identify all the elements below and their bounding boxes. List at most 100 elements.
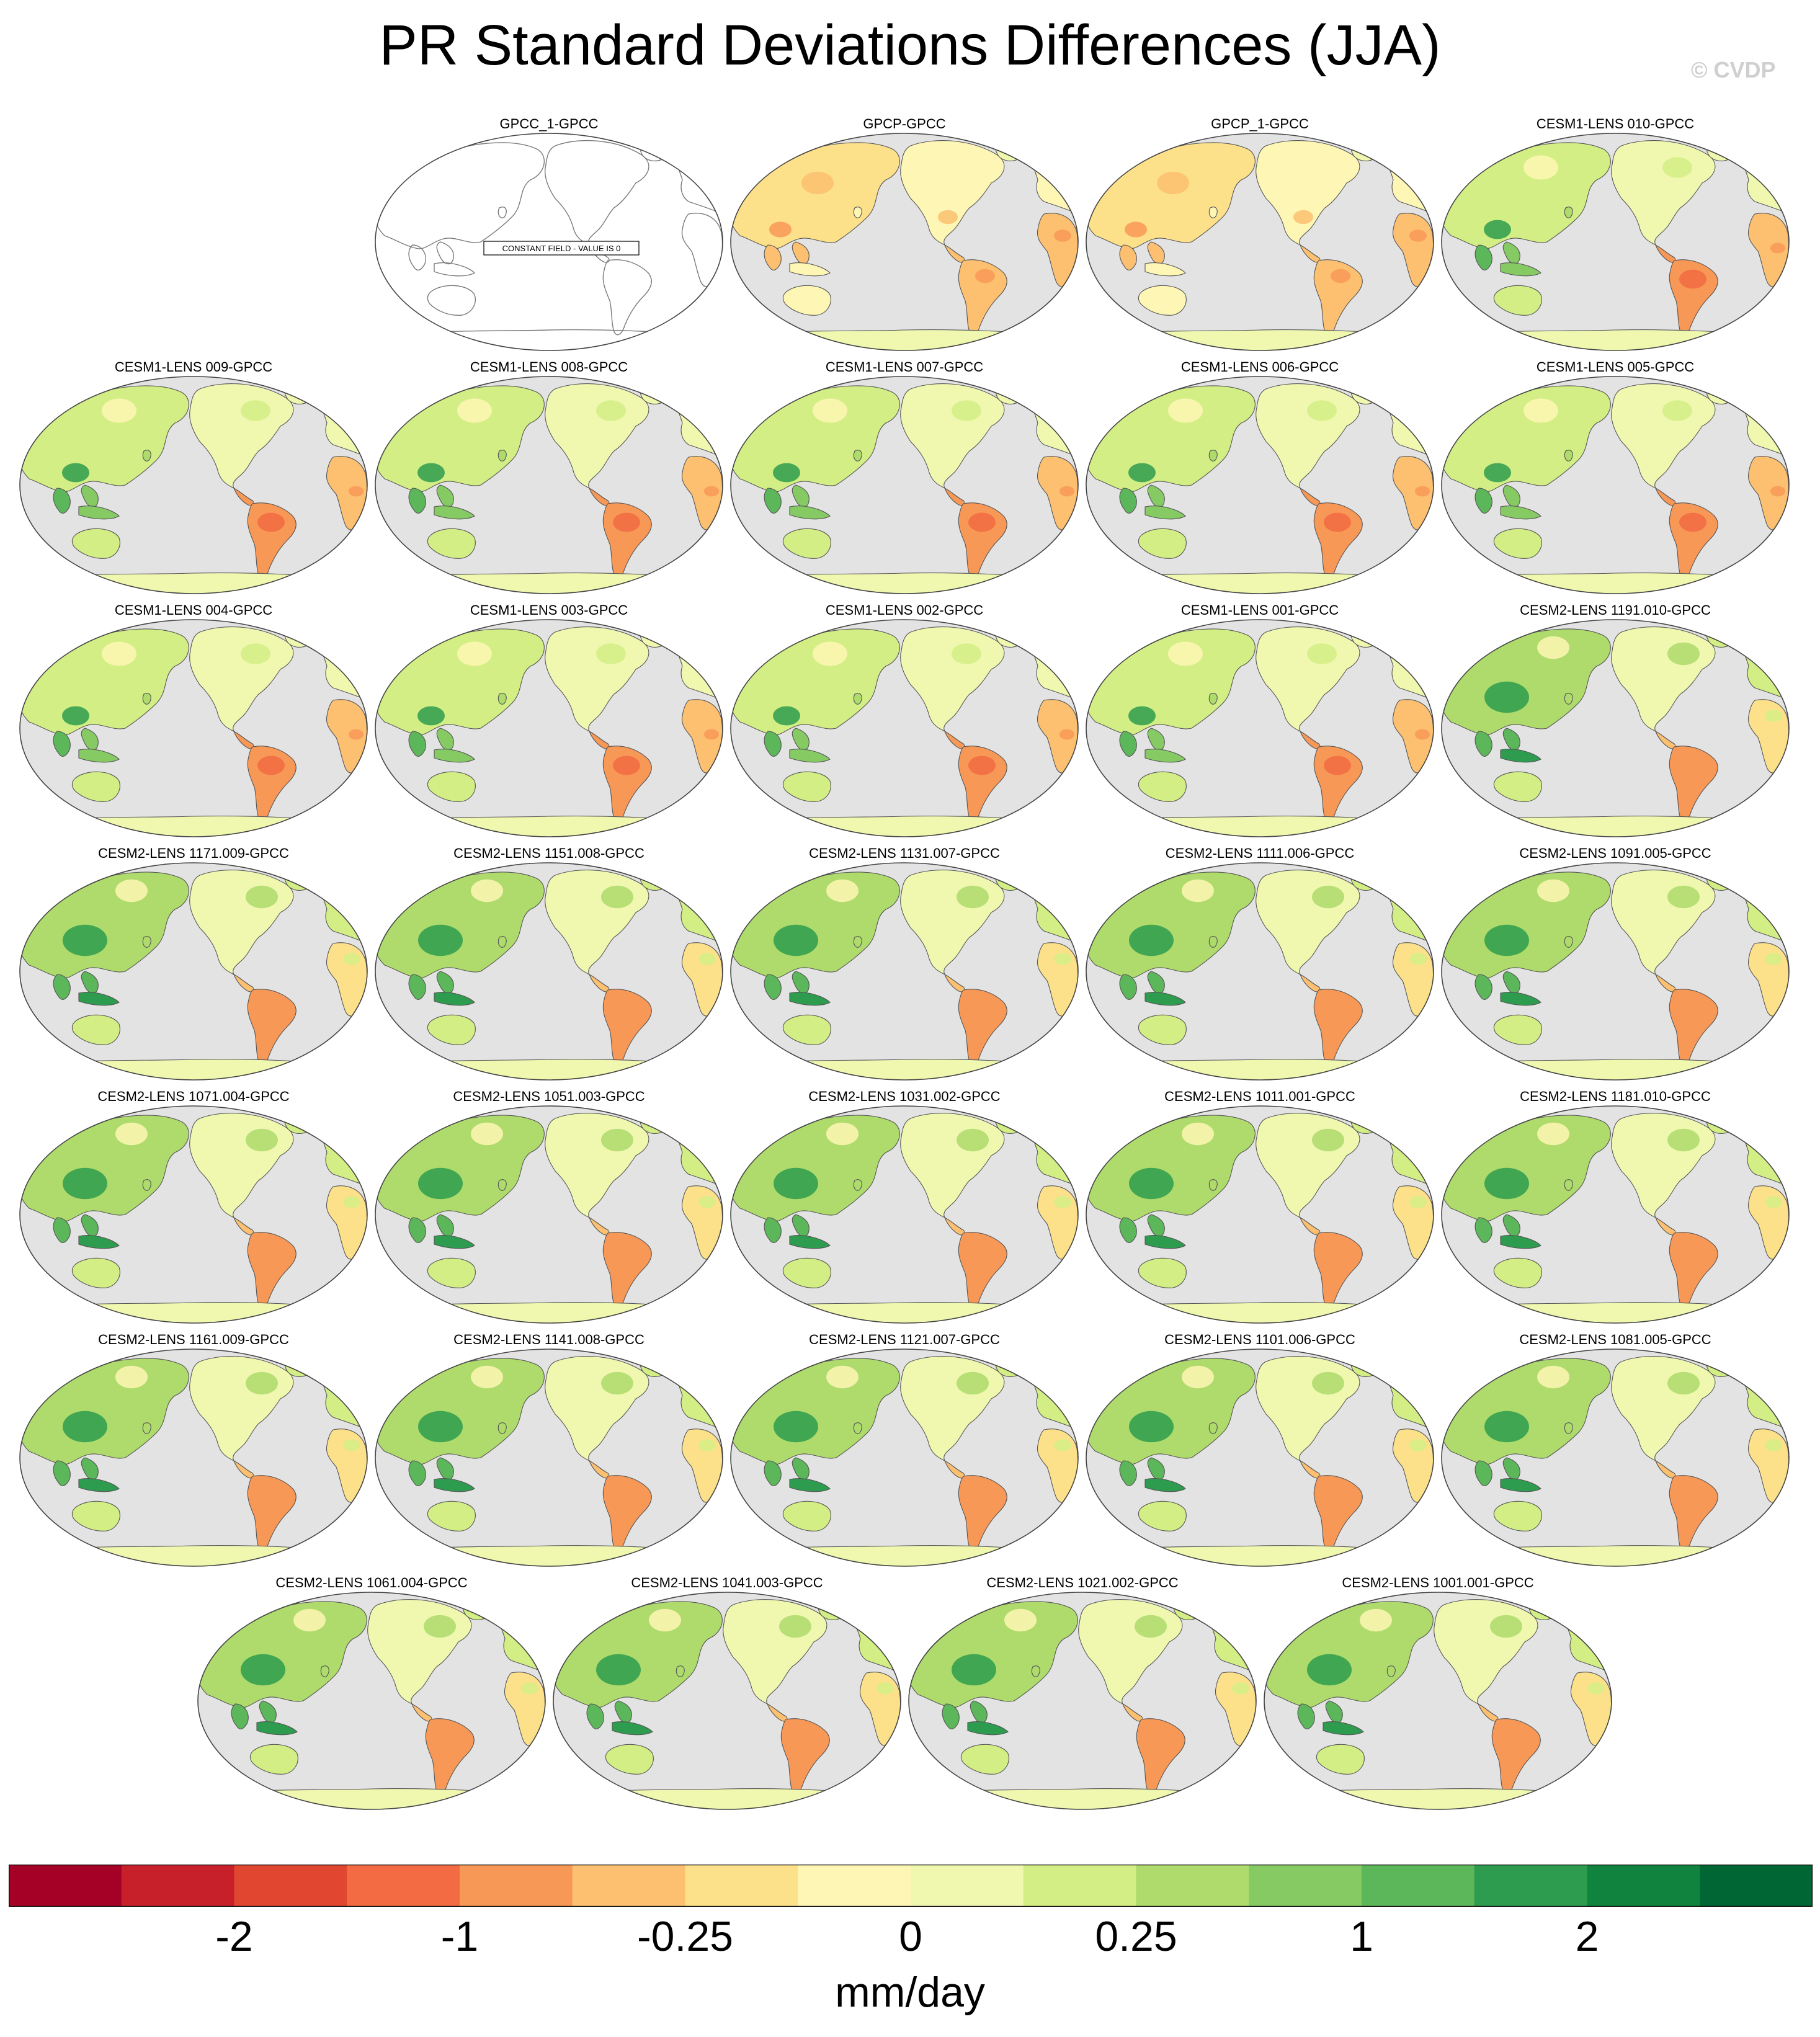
continent-austr [782,1257,831,1288]
map-panel: CESM1-LENS 001-GPCC [1086,602,1434,837]
continent-indo [78,749,120,763]
anomaly-patch [246,1128,278,1152]
panel-title: GPCP_1-GPCC [1211,116,1309,131]
globe-border [1086,619,1434,837]
continent-indo [434,749,475,763]
panel-title: CESM2-LENS 1151.008-GPCC [453,845,645,861]
continent-indo [1500,506,1541,520]
anomaly-patch [774,924,818,956]
anomaly-patch [601,1128,633,1152]
anomaly-patch [1667,885,1700,909]
colorbar-swatch [1700,1865,1813,1907]
continent-outline [602,259,652,336]
globe [731,863,1078,1080]
continent-indo [1144,749,1186,763]
anomaly-patch [649,1608,681,1632]
map-panel: CESM2-LENS 1111.006-GPCC [1086,845,1434,1081]
globe-border [375,1348,723,1567]
anomaly-patch [1182,879,1214,903]
continent-japan [853,450,862,461]
anomaly-patch [596,1654,641,1686]
continent-indo [1144,992,1186,1006]
continent-japan [497,1422,507,1434]
anomaly-patch [1681,1491,1708,1511]
continent-austr [427,1500,476,1531]
globe-border [1441,862,1790,1081]
anomaly-patch [613,512,640,532]
continent-africa [326,456,367,530]
anomaly-patch [704,729,719,740]
anomaly-patch [1054,953,1071,965]
map-panel: CESM1-LENS 008-GPCC [375,359,723,594]
map-panel: CESM2-LENS 1141.008-GPCC [375,1332,723,1567]
anomaly-patch [826,879,859,903]
panel-title: CESM2-LENS 1121.007-GPCC [809,1332,1000,1347]
continent-green [1705,1353,1737,1378]
continent-africa [681,456,723,530]
anomaly-patch [596,400,626,421]
anomaly-patch [596,643,626,664]
map-panel: CESM2-LENS 1091.005-GPCC [1441,845,1790,1081]
continent-africa [1037,456,1078,530]
colorbar-tick-label: 1 [1350,1913,1373,1960]
anomaly-patch [826,1365,859,1389]
globe [1442,1106,1789,1323]
anomaly-patch [1129,1411,1174,1443]
anomaly-patch [1537,879,1569,903]
anomaly-patch [1054,1196,1071,1208]
anomaly-patch [1004,1608,1037,1632]
anomaly-patch [417,463,445,483]
continent-india [764,731,782,757]
globe [20,377,367,594]
globe [1442,1349,1789,1566]
anomaly-patch [349,486,364,497]
continent-africa [1747,456,1789,530]
globe-border [730,862,1079,1081]
continent-india [1119,974,1137,1000]
anomaly-patch [418,924,463,956]
anomaly-patch [1681,1248,1708,1268]
panel-title: CESM2-LENS 1191.010-GPCC [1520,602,1711,618]
panel-title: CESM1-LENS 006-GPCC [1181,359,1339,375]
continent-green [283,867,316,891]
globe-border [375,1105,723,1324]
panel-title: CESM2-LENS 1021.002-GPCC [986,1575,1178,1590]
anomaly-patch [1128,463,1156,483]
anomaly-patch [952,643,981,664]
continent-green [639,1110,671,1134]
globe [1442,377,1789,594]
colorbar-swatch [347,1865,460,1907]
globe [1086,863,1434,1080]
continent-namer [1256,140,1360,246]
anomaly-patch [241,643,270,664]
panel-title: CESM2-LENS 1181.010-GPCC [1520,1089,1711,1104]
continent-india [1474,1217,1492,1243]
colorbar-swatch [234,1865,347,1907]
continent-green [1705,1110,1737,1134]
continent-austr [1138,771,1187,802]
anomaly-patch [418,1411,463,1443]
anomaly-patch [259,1005,287,1025]
continent-africa [1037,699,1078,773]
continent-green [283,1353,316,1378]
globe [375,620,723,837]
globe-border [1441,133,1790,351]
anomaly-patch [102,398,136,423]
continent-india [408,488,426,514]
continent-outline [497,207,507,218]
continent-namer [900,140,1005,246]
constant-field-box [483,241,640,256]
anomaly-patch [1681,762,1708,782]
continent-austr [427,1257,476,1288]
continent-japan [142,693,151,705]
anomaly-patch [1415,486,1430,497]
globe-border [730,133,1079,351]
panel-title: CESM2-LENS 1071.004-GPCC [97,1089,289,1104]
globe-border [730,376,1079,594]
continent-outline [408,244,426,271]
continent-japan [1208,207,1218,218]
anomaly-patch [1490,1615,1522,1638]
anomaly-patch [1537,1365,1569,1389]
anomaly-patch [769,221,792,238]
anomaly-patch [968,756,996,775]
